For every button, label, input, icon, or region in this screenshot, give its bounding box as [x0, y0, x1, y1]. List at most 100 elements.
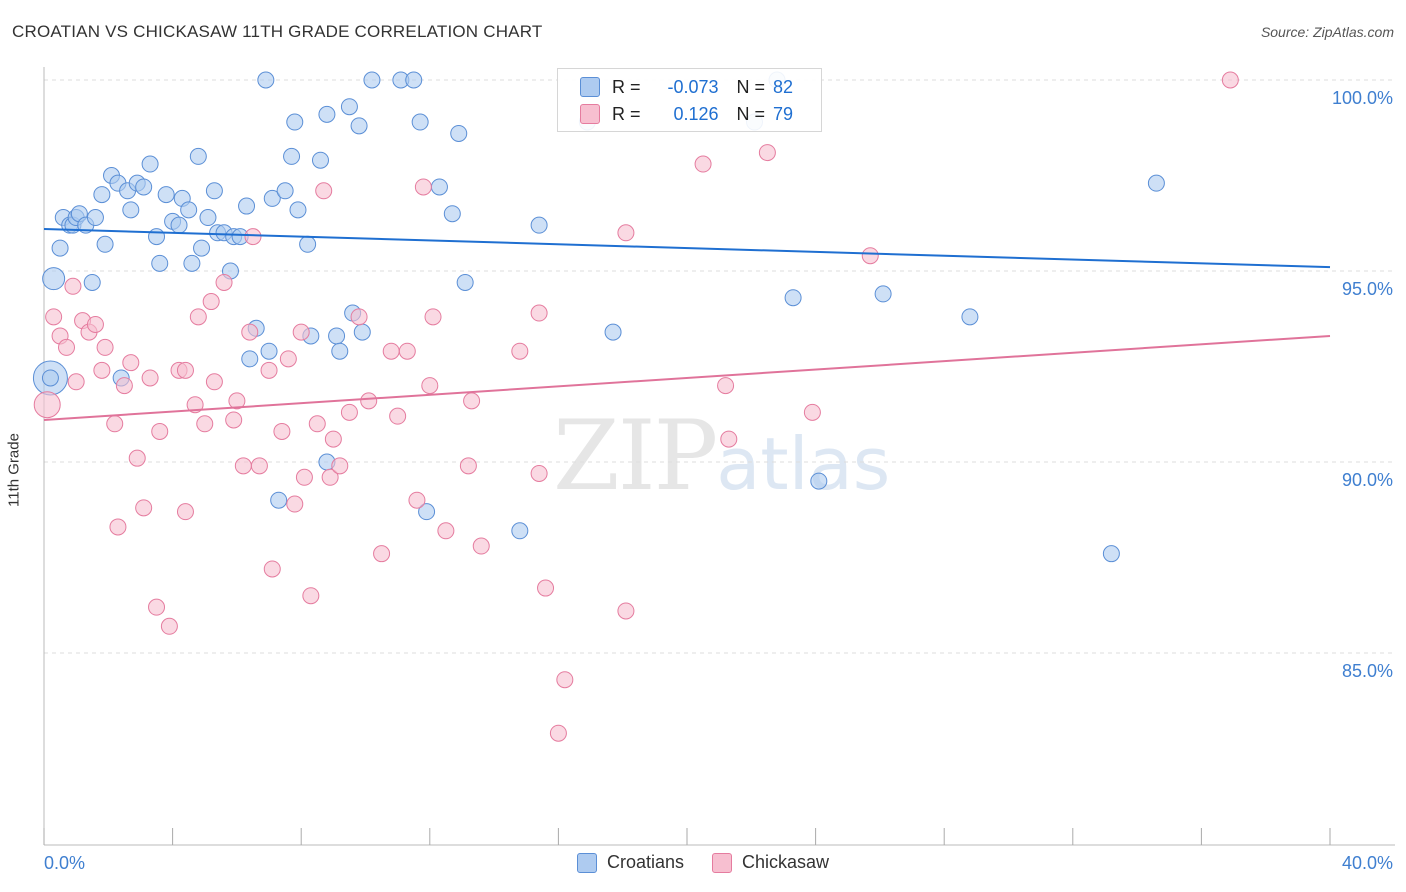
chickasaw-point	[324, 430, 342, 448]
watermark-atlas: atlas	[716, 422, 891, 506]
croatians-point	[443, 205, 461, 223]
croatians-point	[289, 201, 307, 219]
chickasaw-point	[472, 537, 490, 555]
chickasaw-point	[148, 598, 166, 616]
chickasaw-point	[437, 522, 455, 540]
chickasaw-point	[176, 503, 194, 521]
croatians-point	[530, 216, 548, 234]
chickasaw-point	[315, 182, 333, 200]
croatians-point	[257, 71, 275, 89]
chickasaw-point	[617, 602, 635, 620]
croatians-point	[331, 342, 349, 360]
croatians-point	[318, 105, 336, 123]
chickasaw-point	[33, 391, 61, 419]
croatians-point	[189, 147, 207, 165]
croatians-point	[42, 267, 66, 291]
chickasaw-point	[292, 323, 310, 341]
chickasaw-point	[350, 308, 368, 326]
chickasaw-swatch	[580, 104, 600, 124]
croatians-swatch	[576, 852, 597, 873]
croatians-point	[141, 155, 159, 173]
chickasaw-point	[340, 403, 358, 421]
croatians-point	[170, 216, 188, 234]
croatians-point	[86, 209, 104, 227]
chickasaw-point	[244, 228, 262, 246]
croatians-point	[193, 239, 211, 257]
chickasaw-point	[331, 457, 349, 475]
croatians-point	[456, 273, 474, 291]
chickasaw-point	[260, 361, 278, 379]
source-label: Source: ZipAtlas.com	[1260, 24, 1394, 40]
chickasaw-swatch	[712, 852, 732, 873]
y-tick-label: 90.0%	[1342, 470, 1393, 490]
chart-title: CROATIAN VS CHICKASAW 11TH GRADE CORRELA…	[12, 22, 543, 41]
croatians-point	[157, 186, 175, 204]
chickasaw-point	[694, 155, 712, 173]
chickasaw-point	[215, 273, 233, 291]
croatians-point	[263, 189, 281, 207]
croatians-point	[283, 147, 301, 165]
croatians-point	[411, 113, 429, 131]
croatians-point	[961, 308, 979, 326]
legend-item-chickasaw[interactable]: Chickasaw	[712, 852, 829, 873]
legend-n-value: 79	[773, 103, 794, 124]
croatians-point	[122, 201, 140, 219]
chickasaw-point	[225, 411, 243, 429]
chickasaw-point	[234, 457, 252, 475]
chickasaw-point	[803, 403, 821, 421]
croatians-point	[353, 323, 371, 341]
chickasaw-point	[424, 308, 442, 326]
chickasaw-point	[308, 415, 326, 433]
croatians-point	[51, 239, 69, 257]
chickasaw-point	[86, 315, 104, 333]
croatians-point	[604, 323, 622, 341]
chickasaw-point	[64, 277, 82, 295]
chickasaw-point	[1221, 71, 1239, 89]
croatians-point	[450, 124, 468, 142]
legend-r-value: 0.126	[673, 103, 719, 124]
chickasaw-point	[228, 392, 246, 410]
legend-row-croatians: R = -0.073 N = 82	[580, 76, 793, 98]
chickasaw-point	[720, 430, 738, 448]
legend-r-label: R =	[612, 76, 641, 97]
chickasaw-point	[128, 449, 146, 467]
chickasaw-point	[135, 499, 153, 517]
croatians-point	[430, 178, 448, 196]
legend-r-value: -0.073	[667, 76, 719, 97]
chickasaw-point	[758, 144, 776, 162]
chickasaw-point	[106, 415, 124, 433]
croatians-point	[260, 342, 278, 360]
chickasaw-point	[537, 579, 555, 597]
legend-item-label: Croatians	[606, 852, 684, 872]
chickasaw-point	[530, 464, 548, 482]
chickasaw-point	[617, 224, 635, 242]
legend-item-croatians[interactable]: Croatians	[576, 852, 684, 873]
chickasaw-point	[115, 377, 133, 395]
chickasaw-point	[122, 354, 140, 372]
croatians-point	[96, 235, 114, 253]
croatians-point	[299, 235, 317, 253]
croatians-point	[199, 209, 217, 227]
croatians-point	[874, 285, 892, 303]
chickasaw-point	[421, 377, 439, 395]
croatians-point	[405, 71, 423, 89]
croatians-point	[148, 228, 166, 246]
y-tick-label: 95.0%	[1342, 279, 1393, 299]
chickasaw-point	[250, 457, 268, 475]
croatians-point	[205, 182, 223, 200]
x-tick-label: 0.0%	[44, 853, 85, 873]
chickasaw-point	[176, 361, 194, 379]
croatians-point	[340, 98, 358, 116]
croatians-point	[784, 289, 802, 307]
chickasaw-point	[382, 342, 400, 360]
croatians-point	[311, 151, 329, 169]
croatians-point	[183, 254, 201, 272]
chickasaw-point	[45, 308, 63, 326]
chickasaw-point	[373, 545, 391, 563]
croatians-point	[135, 178, 153, 196]
chickasaw-point	[273, 422, 291, 440]
chickasaw-point	[141, 369, 159, 387]
chickasaw-point	[93, 361, 111, 379]
croatians-point	[241, 350, 259, 368]
